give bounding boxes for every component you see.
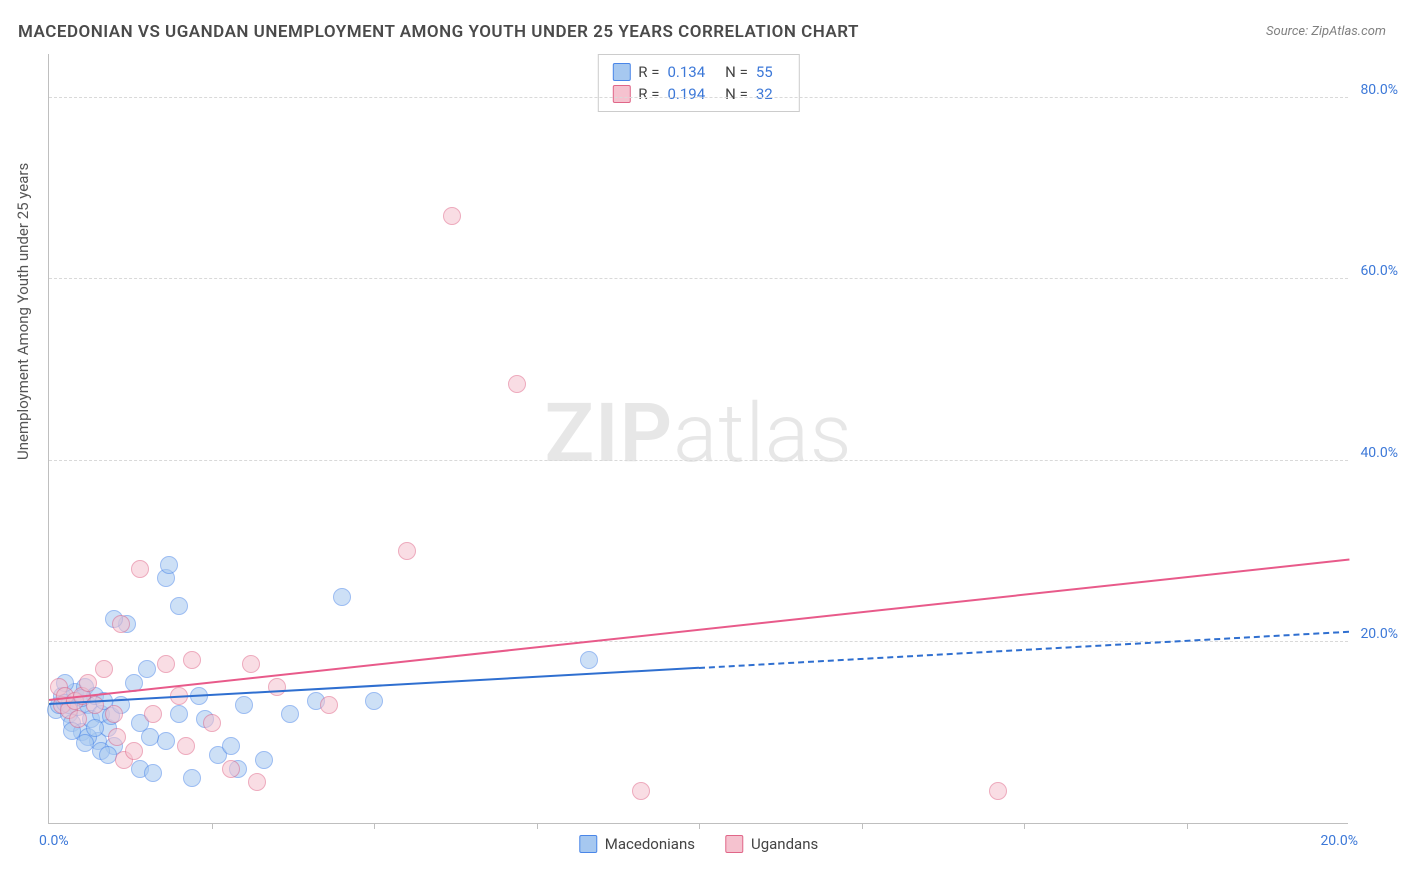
data-point [160, 556, 178, 574]
n-value-ugandans: 32 [756, 85, 773, 103]
x-axis-max-label: 20.0% [1320, 833, 1358, 849]
gridline [49, 460, 1348, 461]
stats-row-macedonians: R = 0.134 N = 55 [612, 61, 784, 83]
x-tick [1024, 823, 1025, 829]
data-point [177, 737, 195, 755]
n-label: N = [725, 63, 748, 81]
r-label: R = [638, 63, 659, 81]
gridline [49, 97, 1348, 98]
data-point [183, 769, 201, 787]
trend-line [49, 558, 1349, 700]
swatch-macedonians [612, 63, 630, 81]
source-attribution: Source: ZipAtlas.com [1266, 24, 1386, 39]
legend-label: Ugandans [751, 835, 818, 853]
n-label: N = [725, 85, 748, 103]
x-tick [699, 823, 700, 829]
legend-item-macedonians: Macedonians [579, 835, 695, 853]
data-point [95, 660, 113, 678]
data-point [157, 732, 175, 750]
data-point [242, 655, 260, 673]
data-point [157, 655, 175, 673]
data-point [125, 742, 143, 760]
swatch-ugandans [612, 85, 630, 103]
data-point [255, 751, 273, 769]
data-point [108, 728, 126, 746]
y-tick-label: 60.0% [1352, 263, 1398, 279]
data-point [170, 597, 188, 615]
r-value-ugandans: 0.194 [667, 85, 705, 103]
data-point [76, 734, 94, 752]
data-point [632, 782, 650, 800]
swatch-ugandans [725, 835, 743, 853]
data-point [443, 207, 461, 225]
stats-row-ugandans: R = 0.194 N = 32 [612, 83, 784, 105]
data-point [268, 678, 286, 696]
data-point [170, 705, 188, 723]
data-point [86, 696, 104, 714]
data-point [131, 560, 149, 578]
x-tick [212, 823, 213, 829]
data-point [105, 705, 123, 723]
data-point [365, 692, 383, 710]
y-tick-label: 80.0% [1352, 82, 1398, 98]
r-label: R = [638, 85, 659, 103]
data-point [333, 588, 351, 606]
data-point [144, 764, 162, 782]
data-point [508, 375, 526, 393]
gridline [49, 278, 1348, 279]
scatter-plot-area: ZIPatlas R = 0.134 N = 55 R = 0.194 N = … [48, 54, 1348, 824]
data-point [203, 714, 221, 732]
x-tick [374, 823, 375, 829]
data-point [248, 773, 266, 791]
trend-line [699, 631, 1349, 669]
data-point [69, 710, 87, 728]
data-point [222, 760, 240, 778]
data-point [183, 651, 201, 669]
y-tick-label: 20.0% [1352, 626, 1398, 642]
stats-legend-box: R = 0.134 N = 55 R = 0.194 N = 32 [597, 54, 799, 112]
swatch-macedonians [579, 835, 597, 853]
data-point [138, 660, 156, 678]
data-point [141, 728, 159, 746]
x-axis-min-label: 0.0% [39, 833, 69, 849]
y-tick-label: 40.0% [1352, 445, 1398, 461]
data-point [235, 696, 253, 714]
watermark: ZIPatlas [544, 386, 852, 482]
data-point [86, 719, 104, 737]
x-tick [1187, 823, 1188, 829]
data-point [320, 696, 338, 714]
n-value-macedonians: 55 [756, 63, 773, 81]
legend-label: Macedonians [605, 835, 695, 853]
legend-item-ugandans: Ugandans [725, 835, 818, 853]
data-point [222, 737, 240, 755]
y-axis-label: Unemployment Among Youth under 25 years [14, 163, 32, 460]
chart-title: MACEDONIAN VS UGANDAN UNEMPLOYMENT AMONG… [18, 22, 859, 42]
data-point [398, 542, 416, 560]
x-tick [862, 823, 863, 829]
r-value-macedonians: 0.134 [667, 63, 705, 81]
x-tick [537, 823, 538, 829]
data-point [79, 674, 97, 692]
bottom-legend: Macedonians Ugandans [579, 835, 818, 853]
data-point [144, 705, 162, 723]
data-point [989, 782, 1007, 800]
data-point [99, 746, 117, 764]
data-point [580, 651, 598, 669]
data-point [112, 615, 130, 633]
data-point [281, 705, 299, 723]
